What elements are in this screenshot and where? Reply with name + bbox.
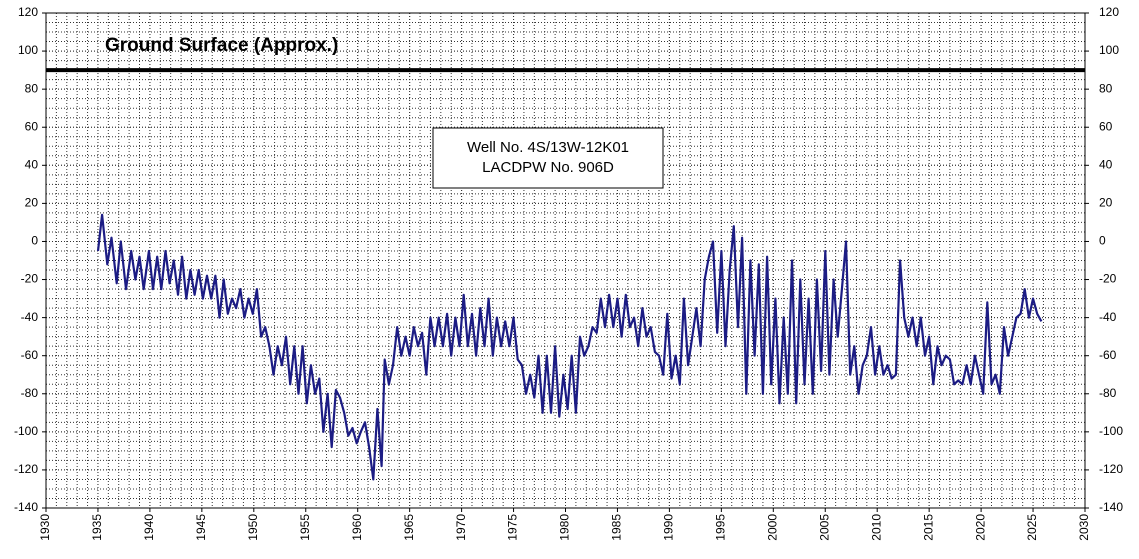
y-tick-label: -60 xyxy=(21,348,39,362)
x-tick-label: 1980 xyxy=(558,514,572,541)
y-tick-label: -40 xyxy=(21,310,39,324)
y-tick-label: 100 xyxy=(18,43,38,57)
y-tick-label: 80 xyxy=(25,81,39,95)
y-tick-label: -80 xyxy=(21,386,39,400)
y2-tick-label: -120 xyxy=(1099,462,1123,476)
annotation-text: LACDPW No. 906D xyxy=(482,159,614,176)
y-tick-label: 120 xyxy=(18,5,38,19)
y-tick-label: 0 xyxy=(31,234,38,248)
annotation-box xyxy=(432,127,664,189)
y-tick-label: 60 xyxy=(25,119,39,133)
plot-border xyxy=(45,12,1086,509)
x-tick-label: 2030 xyxy=(1077,514,1091,541)
y2-tick-label: 20 xyxy=(1099,196,1113,210)
x-tick-label: 1955 xyxy=(298,514,312,541)
y2-tick-label: 120 xyxy=(1099,5,1119,19)
x-tick-label: 2005 xyxy=(817,514,831,541)
y2-tick-label: 100 xyxy=(1099,43,1119,57)
x-tick-label: 2015 xyxy=(921,514,935,541)
y2-tick-label: 80 xyxy=(1099,81,1113,95)
y2-tick-label: -140 xyxy=(1099,500,1123,514)
x-tick-label: 2025 xyxy=(1025,514,1039,541)
y2-tick-label: 60 xyxy=(1099,119,1113,133)
x-tick-label: 1960 xyxy=(350,514,364,541)
x-tick-label: 2020 xyxy=(973,514,987,541)
y-tick-label: 40 xyxy=(25,157,39,171)
y-tick-label: -120 xyxy=(14,462,38,476)
annotation-text: Well No. 4S/13W-12K01 xyxy=(467,139,629,156)
x-tick-label: 1985 xyxy=(610,514,624,541)
x-tick-label: 1945 xyxy=(194,514,208,541)
x-tick-label: 1930 xyxy=(38,514,52,541)
x-tick-label: 1950 xyxy=(246,514,260,541)
y2-tick-label: -80 xyxy=(1099,386,1117,400)
y-tick-label: 20 xyxy=(25,196,39,210)
ground-surface-label: Ground Surface (Approx.) xyxy=(105,35,338,56)
y2-tick-label: 0 xyxy=(1099,234,1106,248)
y-tick-label: -20 xyxy=(21,272,39,286)
y2-tick-label: -40 xyxy=(1099,310,1117,324)
data-line xyxy=(96,213,1043,481)
y-tick-label: -140 xyxy=(14,500,38,514)
x-tick-label: 1975 xyxy=(506,514,520,541)
x-tick-label: 1990 xyxy=(662,514,676,541)
y2-tick-label: 40 xyxy=(1099,157,1113,171)
x-tick-label: 2010 xyxy=(869,514,883,541)
plot xyxy=(96,213,1043,481)
x-tick-label: 1940 xyxy=(142,514,156,541)
y2-tick-label: -60 xyxy=(1099,348,1117,362)
y-tick-label: -100 xyxy=(14,424,38,438)
y2-tick-label: -100 xyxy=(1099,424,1123,438)
x-tick-label: 1995 xyxy=(714,514,728,541)
y2-tick-label: -20 xyxy=(1099,272,1117,286)
x-tick-label: 1935 xyxy=(90,514,104,541)
x-tick-label: 1965 xyxy=(402,514,416,541)
x-tick-label: 2000 xyxy=(765,514,779,541)
x-tick-label: 1970 xyxy=(454,514,468,541)
